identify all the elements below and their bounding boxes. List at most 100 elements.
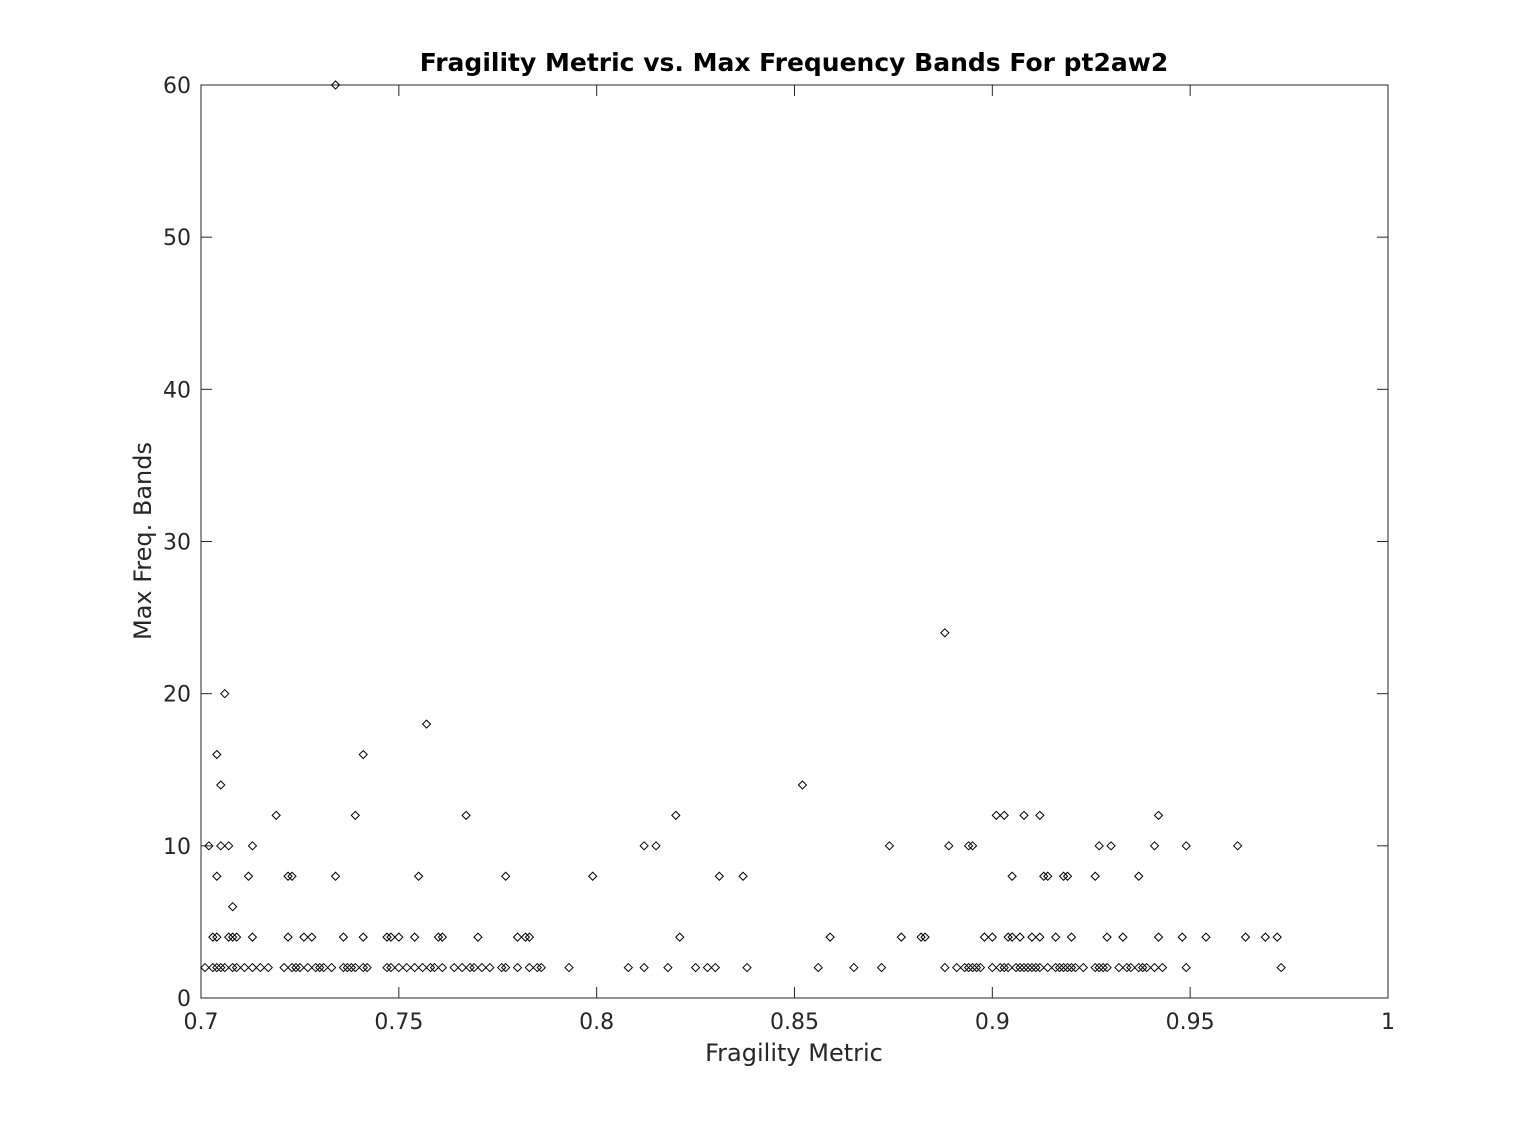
x-tick-label: 0.7: [184, 1010, 219, 1035]
data-point-marker: [303, 962, 313, 973]
data-point-marker: [382, 932, 392, 942]
data-point-marker: [421, 719, 432, 729]
data-point-marker: [999, 962, 1009, 973]
data-point-marker: [959, 962, 970, 973]
data-point-marker: [212, 749, 222, 760]
data-point-marker: [1272, 932, 1282, 942]
data-point-marker: [279, 962, 289, 973]
data-point-marker: [220, 962, 230, 973]
data-point-marker: [1043, 871, 1053, 881]
data-point-marker: [477, 962, 487, 973]
data-point-marker: [255, 962, 266, 973]
data-point-marker: [1177, 932, 1187, 942]
data-point-marker: [1134, 871, 1144, 881]
data-point-marker: [639, 841, 649, 851]
x-tick-label: 0.95: [1166, 1010, 1215, 1035]
data-point-marker: [1035, 932, 1045, 942]
data-point-marker: [738, 871, 748, 881]
data-point-marker: [1003, 962, 1013, 973]
data-point-marker: [1090, 871, 1100, 881]
data-point-marker: [1015, 962, 1025, 973]
data-point-marker: [204, 841, 214, 851]
data-point-marker: [409, 932, 420, 942]
data-point-marker: [1003, 932, 1013, 942]
data-point-marker: [944, 841, 954, 851]
data-point-marker: [940, 628, 950, 638]
data-point-marker: [536, 962, 546, 973]
y-tick-label: 60: [163, 74, 191, 99]
data-point-marker: [338, 962, 349, 973]
data-point-marker: [350, 962, 361, 973]
data-point-marker: [1153, 810, 1164, 821]
x-tick-label: 1: [1381, 1010, 1395, 1035]
x-tick-label: 0.85: [770, 1010, 819, 1035]
data-point-marker: [1066, 932, 1077, 942]
data-point-marker: [1023, 962, 1033, 973]
data-point-marker: [485, 962, 495, 973]
data-point-marker: [311, 962, 321, 973]
data-point-marker: [524, 932, 535, 942]
data-point-marker: [967, 962, 978, 973]
data-point-marker: [200, 962, 210, 973]
data-point-marker: [1181, 962, 1191, 973]
data-point-marker: [532, 962, 543, 973]
data-point-marker: [330, 80, 341, 90]
data-point-marker: [358, 932, 368, 942]
data-point-marker: [223, 932, 234, 942]
data-point-marker: [849, 962, 859, 973]
data-point-marker: [876, 962, 887, 973]
data-point-marker: [318, 962, 329, 973]
data-point-marker: [1043, 962, 1053, 973]
y-tick-label: 0: [177, 987, 191, 1012]
data-point-marker: [247, 962, 258, 973]
data-point-marker: [342, 962, 353, 973]
data-point-marker: [1122, 962, 1132, 973]
x-tick-labels: 0.7 0.75 0.8 0.85 0.9 0.95 1: [184, 1010, 1396, 1035]
data-point-marker: [1035, 962, 1045, 973]
data-point-marker: [1007, 932, 1017, 942]
data-point-marker: [287, 871, 297, 881]
data-point-marker: [1114, 962, 1124, 973]
data-point-marker: [212, 962, 222, 973]
data-point-marker: [987, 932, 998, 942]
data-point-marker: [1232, 841, 1243, 851]
data-point-marker: [307, 932, 317, 942]
data-point-marker: [500, 962, 511, 973]
data-point-marker: [1027, 962, 1037, 973]
y-tick-label: 40: [163, 378, 191, 403]
data-point-marker: [239, 962, 250, 973]
data-point-marker: [1137, 962, 1148, 973]
data-point-marker: [394, 962, 404, 973]
data-point-marker: [496, 962, 507, 973]
data-point-marker: [651, 841, 661, 851]
data-point-marker: [437, 962, 448, 973]
data-point-marker: [702, 962, 713, 973]
data-point-marker: [231, 962, 242, 973]
data-point-marker: [1050, 932, 1061, 942]
data-points: [200, 80, 1286, 973]
data-point-marker: [386, 962, 396, 973]
data-point-marker: [330, 871, 341, 881]
data-point-marker: [520, 932, 531, 942]
data-point-marker: [1039, 871, 1049, 881]
data-point-marker: [500, 871, 511, 881]
data-point-marker: [742, 962, 752, 973]
chart-title: Fragility Metric vs. Max Frequency Bands…: [420, 48, 1169, 77]
data-point-marker: [358, 962, 368, 973]
data-point-marker: [1181, 841, 1191, 851]
data-point-marker: [1126, 962, 1136, 973]
x-tick-label: 0.8: [579, 1010, 614, 1035]
data-point-marker: [212, 932, 222, 942]
data-point-marker: [1098, 962, 1108, 973]
data-point-marker: [1240, 932, 1251, 942]
x-tick-label: 0.75: [374, 1010, 423, 1035]
data-point-marker: [1149, 841, 1160, 851]
data-point-marker: [1066, 962, 1077, 973]
data-point-marker: [346, 962, 357, 973]
data-point-marker: [1276, 962, 1286, 973]
y-tick-label: 30: [163, 531, 191, 556]
data-point-marker: [564, 962, 574, 973]
data-point-marker: [338, 932, 349, 942]
data-point-marker: [1070, 962, 1081, 973]
data-point-marker: [1102, 932, 1112, 942]
